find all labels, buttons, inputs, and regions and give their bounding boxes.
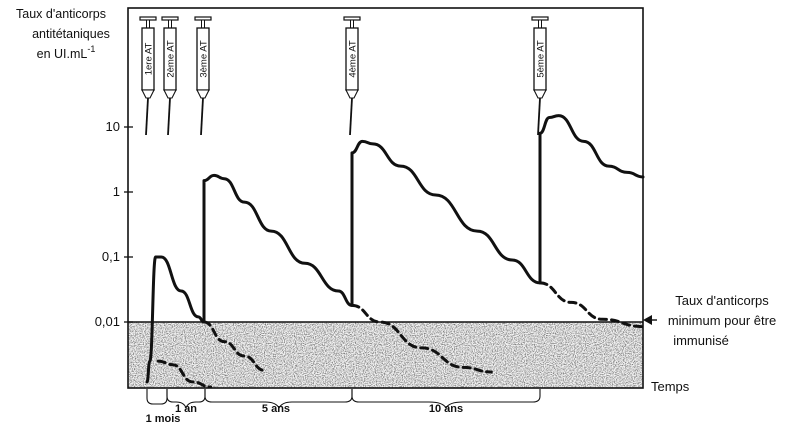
plot-frame (127, 7, 644, 389)
bracket-5-ans (204, 389, 353, 410)
decay-curve-dashed-1 (156, 359, 213, 389)
timeline (146, 389, 541, 410)
threshold-label-line-2: minimum pour être (668, 313, 776, 328)
y-axis-label-line-2: antitétaniques (32, 27, 110, 41)
y-tick-label-1: 1 (113, 184, 120, 199)
interval-label-1-an: 1 an (175, 403, 197, 415)
y-tick-label-0: 10 (106, 119, 120, 134)
threshold-arrowhead (643, 315, 652, 325)
y-tick-label-3: 0,01 (95, 314, 120, 329)
syringe-label-2: 2ème AT (166, 40, 177, 78)
y-axis-label-line-1: Taux d'anticorps (16, 7, 106, 21)
decay-curve-dashed-3 (350, 303, 493, 374)
y-axis-unit: en UI.mL (37, 47, 88, 61)
syringe-label-4: 4ème AT (348, 40, 359, 78)
interval-label-5-ans: 5 ans (262, 403, 290, 415)
threshold-label-line-3: immunisé (673, 333, 729, 348)
syringe-1: 1ere AT (139, 16, 157, 136)
bracket-1-an (166, 389, 206, 410)
series-layer (145, 114, 645, 389)
y-axis-label: Taux d'anticorps antitétaniques en UI.mL… (16, 7, 110, 61)
syringes: 1ere AT 2ème AT 3ème AT 4ème AT 5ème AT (139, 16, 549, 136)
threshold-annotation: Taux d'anticorps minimum pour être immun… (643, 293, 776, 348)
syringe-5: 5ème AT (531, 16, 549, 136)
syringe-label-3: 3ème AT (199, 40, 210, 78)
decay-curve-dashed-2 (202, 320, 266, 372)
x-axis-label: Temps (651, 379, 690, 394)
syringe-label-5: 5ème AT (536, 40, 547, 78)
syringe-3: 3ème AT (194, 16, 212, 136)
bracket-1-mois (146, 389, 168, 405)
decay-curve-dashed-4 (538, 281, 645, 329)
y-axis-unit-superscript: -1 (87, 44, 95, 54)
threshold-label-line-1: Taux d'anticorps (675, 293, 769, 308)
interval-label-1-mois: 1 mois (146, 413, 181, 425)
syringe-4: 4ème AT (343, 16, 361, 136)
y-ticks: 10 1 0,1 0,01 (95, 119, 133, 329)
syringe-2: 2ème AT (161, 16, 179, 136)
interval-label-10-ans: 10 ans (429, 403, 463, 415)
syringe-label-1: 1ere AT (144, 43, 155, 76)
bracket-10-ans (351, 389, 541, 410)
y-axis-label-line-3: en UI.mL-1 (37, 44, 96, 61)
y-tick-label-2: 0,1 (102, 249, 120, 264)
below-threshold-zone (128, 322, 643, 388)
